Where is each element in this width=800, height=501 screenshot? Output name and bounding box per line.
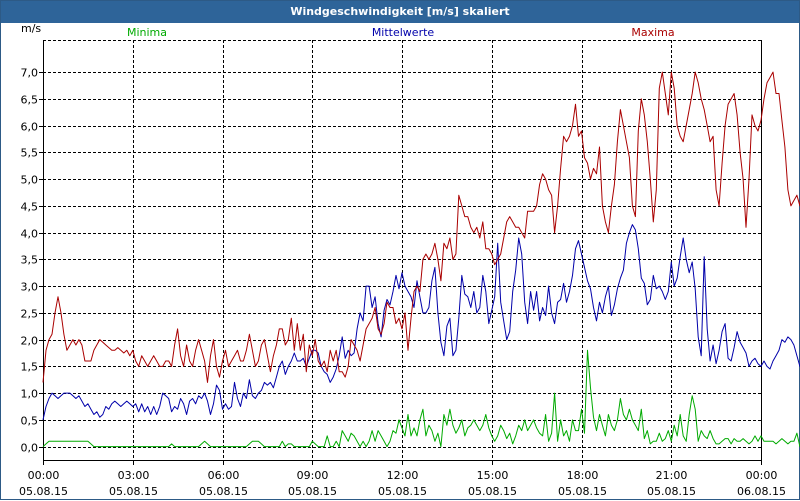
x-tick-date: 05.08.15 <box>558 485 607 498</box>
x-tick-date: 05.08.15 <box>378 485 427 498</box>
legend-maxima: Maxima <box>631 26 674 39</box>
x-tick-date: 05.08.15 <box>109 485 158 498</box>
y-tick-label: 6,5 <box>21 94 39 107</box>
legend-mittelwerte: Mittelwerte <box>372 26 435 39</box>
x-tick-time: 15:00 <box>477 469 509 482</box>
x-tick-date: 05.08.15 <box>19 485 68 498</box>
legend-minima: Minima <box>127 26 167 39</box>
x-tick-time: 03:00 <box>118 469 150 482</box>
y-tick-labels: 0,0 0,5 1,0 1,5 2,0 2,5 3,0 3,5 4,0 4,5 5,0 5,5 6,0 6… <box>21 67 39 455</box>
x-tick-time: 21:00 <box>656 469 688 482</box>
y-tick-label: 4,0 <box>21 228 39 241</box>
y-tick-label: 2,0 <box>21 335 39 348</box>
wind-speed-chart: m/s 0,0 0,5 1,0 1,5 2,0 2,5 3,0 3,5 4,0 4,5 5,0 5,5… <box>19 24 800 498</box>
y-tick-label: 0,0 <box>21 442 39 455</box>
series-line-mittelwerte <box>42 224 800 421</box>
x-tick-date: 05.08.15 <box>288 485 337 498</box>
y-tick-label: 5,0 <box>21 174 39 187</box>
x-tick-time: 06:00 <box>208 469 240 482</box>
x-tick-date: 05.08.15 <box>647 485 696 498</box>
y-tick-label: 7,0 <box>21 67 39 80</box>
y-axis-label: m/s <box>21 24 41 35</box>
y-tick-label: 1,5 <box>21 361 39 374</box>
y-tick-label: 1,0 <box>21 388 39 401</box>
y-tick-label: 3,5 <box>21 254 39 267</box>
x-tick-time: 18:00 <box>567 469 599 482</box>
series-lines <box>42 71 800 448</box>
x-tick-time: 00:00 <box>746 469 778 482</box>
y-tick-label: 2,5 <box>21 308 39 321</box>
axes: m/s <box>21 24 762 465</box>
y-tick-label: 4,5 <box>21 201 39 214</box>
y-tick-label: 6,0 <box>21 121 39 134</box>
x-tick-time: 09:00 <box>297 469 329 482</box>
legend: Minima Mittelwerte Maxima <box>127 26 675 39</box>
x-tick-time: 00:00 <box>28 469 60 482</box>
x-tick-time: 12:00 <box>387 469 419 482</box>
series-line-minima <box>42 349 800 448</box>
window-title: Windgeschwindigkeit [m/s] skaliert <box>1 1 799 23</box>
x-tick-date: 05.08.15 <box>468 485 517 498</box>
x-tick-date: 05.08.15 <box>199 485 248 498</box>
grid <box>43 40 761 460</box>
y-tick-label: 5,5 <box>21 147 39 160</box>
y-tick-label: 3,0 <box>21 281 39 294</box>
y-tick-label: 0,5 <box>21 415 39 428</box>
x-tick-date: 06.08.15 <box>737 485 786 498</box>
x-tick-labels: 00:00 05.08.15 03:00 05.08.15 06:00 05.08.15 0… <box>19 469 786 498</box>
series-line-maxima <box>42 71 800 383</box>
